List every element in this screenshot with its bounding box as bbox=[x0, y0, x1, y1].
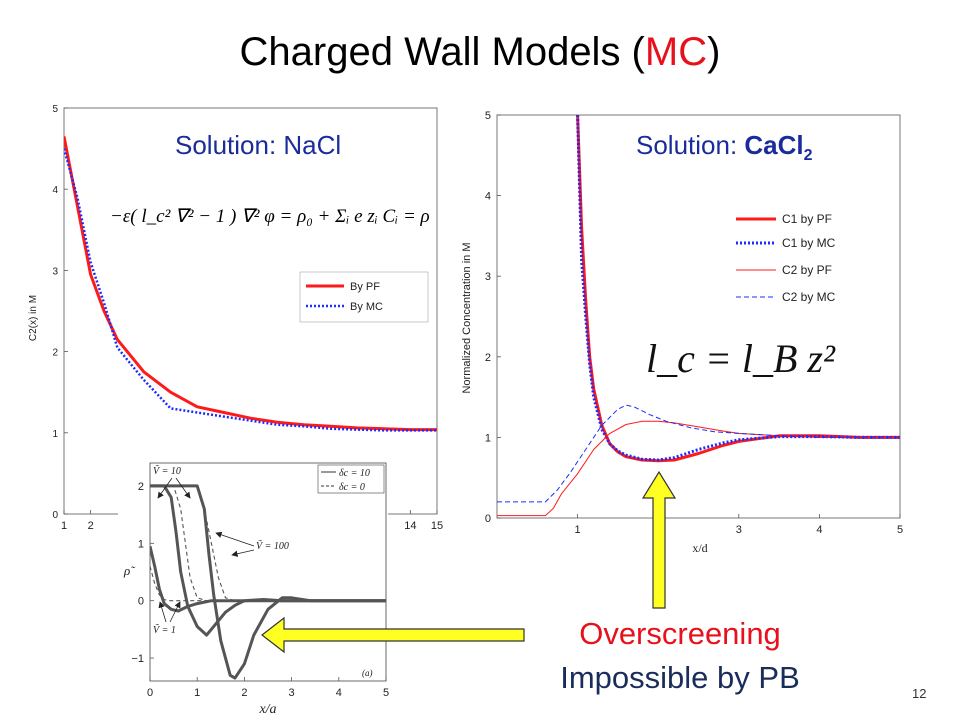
cacl2-x-label: x/d bbox=[692, 541, 707, 555]
nacl-subtitle-salt: NaCl bbox=[283, 130, 341, 160]
nacl-y-tick-label: 5 bbox=[52, 104, 58, 115]
nacl-y-tick-label: 0 bbox=[52, 510, 58, 521]
cacl2-y-tick-label: 4 bbox=[485, 191, 491, 203]
inset-y-tick-label: 2 bbox=[138, 481, 144, 493]
inset-annotation-v100-arrow-2 bbox=[231, 549, 255, 557]
nacl-y-ticks: 0 1 2 3 4 5 bbox=[52, 104, 68, 521]
caption-impossible-by-pb: Impossible by PB bbox=[560, 660, 800, 695]
inset-x-ticks: 0 1 2 3 4 5 bbox=[147, 677, 389, 699]
nacl-x-ticks: 1 2 14 15 bbox=[61, 510, 443, 532]
inset-annotation-v100: Ṽ = 100 bbox=[256, 540, 289, 552]
inset-x-tick-label: 3 bbox=[289, 687, 295, 699]
cacl2-y-tick-label: 1 bbox=[485, 432, 491, 444]
cacl2-legend-c2mc-label: C2 by MC bbox=[782, 290, 836, 304]
title-accent: MC bbox=[644, 30, 708, 74]
nacl-y-label: C2(x) in M bbox=[28, 295, 39, 341]
inset-panel-label: (a) bbox=[362, 668, 373, 678]
cacl2-y-tick-label: 2 bbox=[485, 352, 491, 364]
nacl-y-tick-label: 4 bbox=[52, 185, 58, 196]
cacl2-legend-c1pf-label: C1 by PF bbox=[782, 212, 832, 226]
inset-legend-solid-label: δc = 10 bbox=[339, 468, 370, 479]
inset-x-tick-label: 4 bbox=[336, 687, 342, 699]
page-number: 12 bbox=[912, 686, 927, 701]
inset-annotation-v1-arrow-1 bbox=[158, 601, 167, 623]
cacl2-y-label: Normalized Concentration in M bbox=[461, 242, 473, 393]
title-main: Charged Wall Models ( bbox=[239, 30, 645, 74]
cacl2-x-tick-label: 3 bbox=[736, 524, 742, 536]
nacl-x-tick-label: 15 bbox=[431, 520, 443, 532]
cacl2-plot-frame bbox=[496, 114, 901, 519]
inset-x-tick-label: 0 bbox=[147, 687, 153, 699]
cacl2-series bbox=[497, 115, 900, 517]
nacl-y-tick-label: 2 bbox=[52, 348, 58, 359]
cacl2-y-ticks: 0 1 2 3 4 5 bbox=[485, 110, 501, 525]
nacl-subtitle-prefix: Solution: bbox=[175, 130, 283, 160]
nacl-legend-mc-label: By MC bbox=[350, 301, 383, 313]
cacl2-subtitle: Solution: CaCl2 bbox=[636, 130, 813, 164]
inset-annotation-v10-arrow-2 bbox=[175, 477, 191, 499]
inset-series-line-5 bbox=[150, 485, 386, 602]
nacl-legend: By PF By MC bbox=[299, 271, 429, 323]
nacl-y-tick-label: 1 bbox=[52, 429, 58, 440]
nacl-legend-box bbox=[299, 271, 429, 323]
inset-legend-box bbox=[317, 464, 385, 494]
nacl-x-tick-label: 1 bbox=[61, 520, 67, 532]
cacl2-subtitle-prefix: Solution: bbox=[636, 130, 744, 160]
inset-y-tick-label: −1 bbox=[131, 653, 144, 665]
caption-overscreening: Overscreening bbox=[579, 616, 781, 651]
cacl2-legend-c1mc-label: C1 by MC bbox=[782, 236, 836, 250]
inset-x-tick-label: 1 bbox=[194, 687, 200, 699]
cacl2-y-tick-label: 5 bbox=[485, 110, 491, 122]
nacl-equation: −ε( l_c² ∇² − 1 ) ∇² φ = ρ₀ + Σᵢ e zᵢ Cᵢ… bbox=[110, 206, 430, 227]
cacl2-subtitle-sub: 2 bbox=[804, 147, 813, 164]
vertical-yellow-arrow bbox=[641, 470, 677, 609]
cacl2-subtitle-salt: CaCl bbox=[744, 130, 803, 160]
inset-annotation-v1: Ṽ = 1 bbox=[153, 624, 176, 636]
inset-y-tick-label: 0 bbox=[138, 596, 144, 608]
cacl2-y-tick-label: 3 bbox=[485, 271, 491, 283]
inset-annotation-v10: Ṽ = 10 bbox=[153, 465, 181, 477]
inset-legend-dashed-label: δc = 0 bbox=[339, 482, 365, 493]
inset-series-line-4 bbox=[150, 566, 386, 602]
nacl-legend-pf-label: By PF bbox=[350, 281, 380, 293]
inset-series bbox=[150, 484, 386, 680]
horizontal-yellow-arrow bbox=[261, 616, 525, 654]
cacl2-y-tick-label: 0 bbox=[485, 513, 491, 525]
nacl-x-tick-label: 14 bbox=[404, 520, 416, 532]
inset-x-tick-label: 5 bbox=[383, 687, 389, 699]
cacl2-legend: C1 by PF C1 by MC C2 by PF C2 by MC bbox=[736, 212, 836, 304]
inset-plot-frame bbox=[149, 462, 387, 682]
slide-title: Charged Wall Models (MC) bbox=[0, 30, 960, 75]
inset-x-label: x/a bbox=[258, 702, 276, 717]
cacl2-x-tick-label: 4 bbox=[816, 524, 822, 536]
inset-y-tick-label: 1 bbox=[138, 538, 144, 550]
nacl-series bbox=[64, 136, 437, 432]
cacl2-equation: l_c = l_B z² bbox=[646, 336, 836, 381]
inset-legend: δc = 10 δc = 0 bbox=[317, 464, 385, 494]
inset-series-line-6 bbox=[150, 485, 386, 602]
cacl2-series-line-2 bbox=[576, 115, 900, 462]
title-end: ) bbox=[707, 30, 721, 74]
cacl2-x-ticks: 1 3 4 5 bbox=[575, 514, 903, 536]
cacl2-series-line-4 bbox=[497, 404, 900, 503]
nacl-subtitle: Solution: NaCl bbox=[175, 130, 341, 160]
inset-annotation-v100-arrow-1 bbox=[215, 531, 255, 547]
inset-x-tick-label: 2 bbox=[241, 687, 247, 699]
cacl2-x-tick-label: 5 bbox=[897, 524, 903, 536]
inset-annotation-v10-arrow-1 bbox=[157, 477, 173, 499]
inset-annotation-v1-arrow-2 bbox=[169, 601, 181, 623]
nacl-x-tick-label: 2 bbox=[88, 520, 94, 532]
cacl2-x-tick-label: 1 bbox=[575, 524, 581, 536]
cacl2-legend-c2pf-label: C2 by PF bbox=[782, 263, 832, 277]
nacl-series-line-1 bbox=[64, 136, 437, 432]
inset-annotations: Ṽ = 10 Ṽ = 100 Ṽ = 1 (a) bbox=[153, 465, 373, 678]
nacl-y-tick-label: 3 bbox=[52, 266, 58, 277]
nacl-series-line-2 bbox=[64, 148, 437, 432]
cacl2-chart: 0 1 2 3 4 5 1 3 4 5 Normalized Concentration in … bbox=[461, 110, 903, 555]
inset-series-line-3 bbox=[150, 484, 386, 680]
